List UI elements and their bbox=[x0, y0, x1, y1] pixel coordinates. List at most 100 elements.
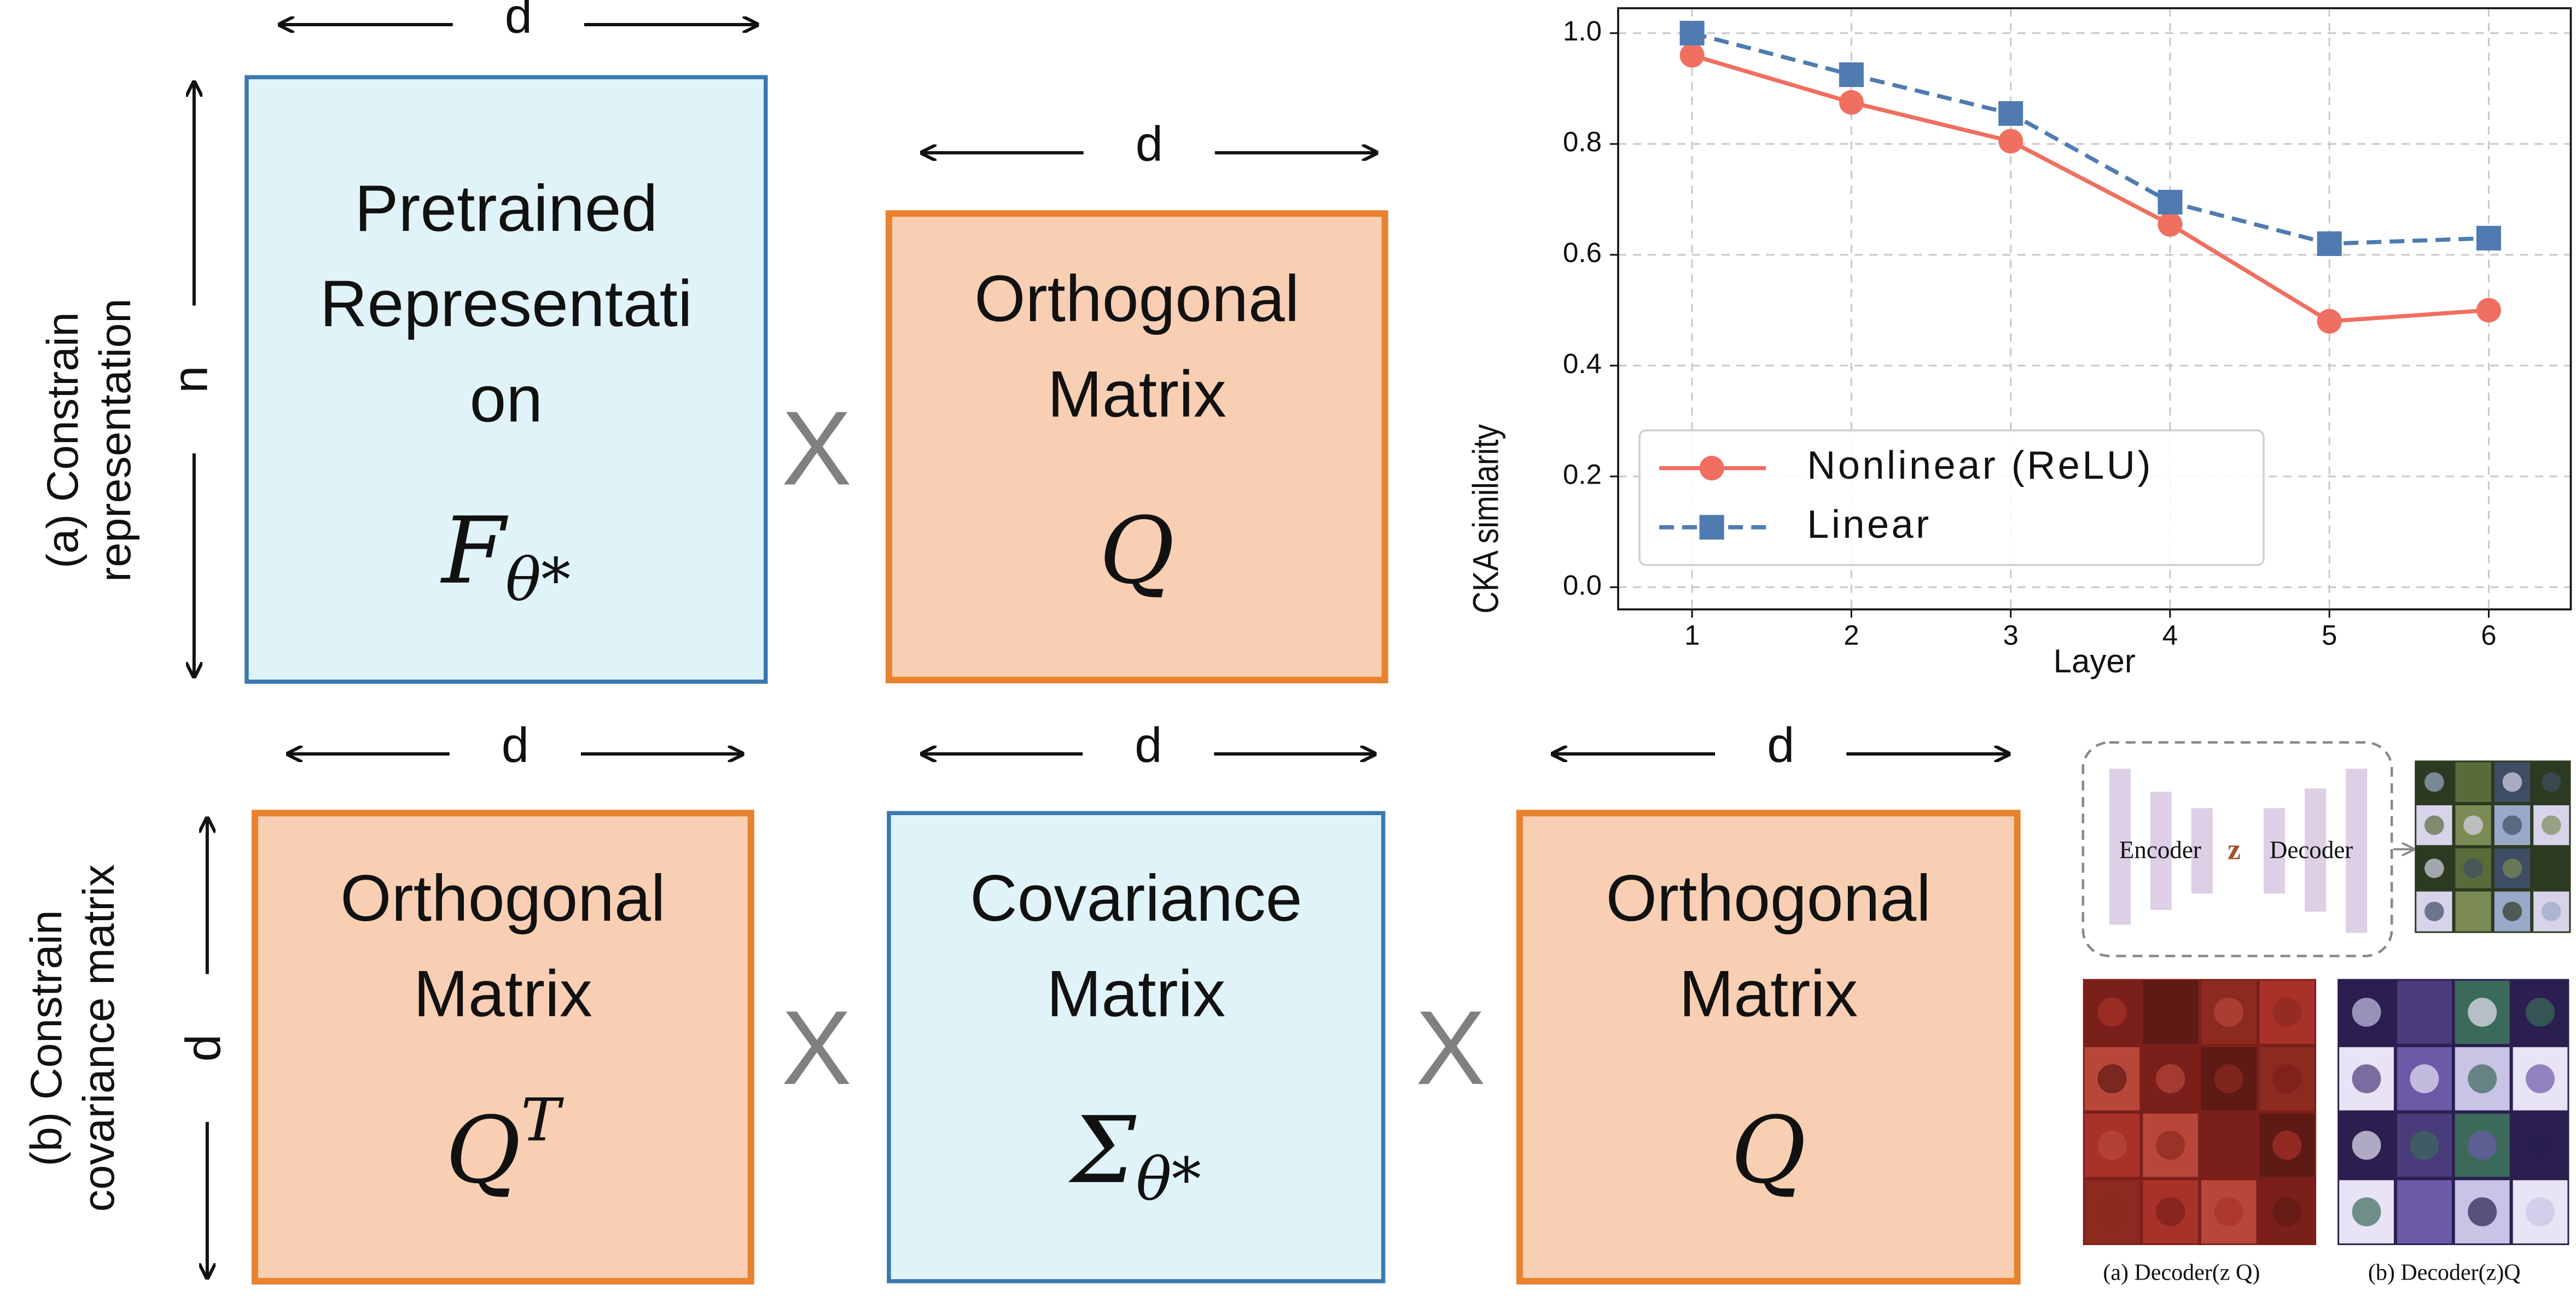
math-symbol: QT bbox=[445, 1086, 564, 1204]
autoencoder-frame bbox=[2081, 741, 2393, 957]
image-detail bbox=[2541, 902, 2561, 921]
symbol: F bbox=[440, 497, 508, 605]
data-point bbox=[2317, 309, 2342, 334]
matrix-box bbox=[1516, 810, 2021, 1285]
matrix-box bbox=[251, 810, 754, 1285]
image-detail bbox=[2502, 902, 2522, 921]
image-detail bbox=[2155, 1197, 2185, 1227]
image-detail bbox=[2410, 1131, 2439, 1160]
data-point bbox=[1998, 101, 2023, 126]
x-axis-label: Layer bbox=[2054, 643, 2136, 679]
image-detail bbox=[2352, 1131, 2381, 1160]
box-text: Matrix bbox=[1048, 357, 1226, 431]
box-text: on bbox=[469, 362, 543, 435]
box-text: Pretrained bbox=[354, 172, 658, 245]
image-caption: (b) Decoder(z)Q bbox=[2368, 1260, 2521, 1286]
dimension-label: d bbox=[1136, 117, 1163, 172]
symbol: Q bbox=[1099, 497, 1174, 605]
image-detail bbox=[2526, 997, 2555, 1027]
data-point bbox=[1839, 90, 1864, 115]
image-detail bbox=[2502, 858, 2522, 879]
image-detail bbox=[2410, 997, 2439, 1027]
network-layer bbox=[2109, 769, 2131, 925]
image-detail bbox=[2272, 1130, 2302, 1160]
image-detail bbox=[2214, 1064, 2243, 1094]
image-detail bbox=[2352, 997, 2381, 1027]
x-tick-label: 6 bbox=[2481, 619, 2496, 650]
image-detail bbox=[2463, 858, 2484, 879]
image-detail bbox=[2155, 1064, 2185, 1094]
symbol: Q bbox=[445, 1097, 521, 1204]
legend-label: Nonlinear (ReLU) bbox=[1807, 444, 2153, 487]
network-layer bbox=[2305, 788, 2327, 912]
image-detail bbox=[2155, 997, 2185, 1027]
network-layer bbox=[2346, 769, 2368, 933]
image-detail bbox=[2526, 1064, 2555, 1094]
image-detail bbox=[2468, 1131, 2497, 1160]
operator: X bbox=[1416, 989, 1486, 1106]
dimension-label: d bbox=[176, 1035, 231, 1062]
series-line bbox=[1691, 53, 2489, 324]
data-point bbox=[1839, 62, 1864, 88]
dimension-label: d bbox=[1135, 718, 1162, 773]
image-detail bbox=[2214, 1197, 2243, 1227]
subscript: θ* bbox=[1136, 1146, 1201, 1214]
math-symbol: Q bbox=[1731, 1097, 1806, 1204]
symbol: Q bbox=[1731, 1097, 1806, 1204]
data-point bbox=[1998, 129, 2023, 154]
legend-marker bbox=[1699, 515, 1724, 540]
y-tick-label: 0.6 bbox=[1563, 237, 1602, 268]
network-layer bbox=[2150, 792, 2172, 910]
box-text: Matrix bbox=[414, 957, 592, 1030]
superscript: T bbox=[521, 1086, 564, 1155]
data-point bbox=[2158, 189, 2183, 215]
dimension-label: n bbox=[163, 366, 218, 393]
decoder-label: Decoder bbox=[2270, 836, 2353, 864]
data-point bbox=[2317, 231, 2342, 256]
data-point bbox=[2158, 212, 2183, 237]
y-tick-label: 0.4 bbox=[1563, 348, 1602, 379]
math-symbol: Q bbox=[1099, 497, 1174, 605]
matrix-box bbox=[245, 75, 768, 684]
dimension-label: d bbox=[502, 718, 529, 773]
image-detail bbox=[2097, 997, 2127, 1027]
image-detail bbox=[2155, 1130, 2185, 1160]
image-detail bbox=[2352, 1064, 2381, 1094]
dimension-label: d bbox=[505, 0, 532, 44]
image-detail bbox=[2526, 1131, 2555, 1160]
panel-label: (b) Constrain bbox=[22, 910, 71, 1166]
image-detail bbox=[2541, 858, 2561, 879]
image-detail bbox=[2424, 815, 2444, 835]
image-detail bbox=[2526, 1197, 2555, 1227]
network-layer bbox=[2264, 808, 2286, 894]
plot-frame bbox=[1617, 7, 2572, 611]
image-detail bbox=[2541, 815, 2561, 835]
y-tick-label: 0.2 bbox=[1563, 458, 1602, 490]
image-caption: (a) Decoder(z Q) bbox=[2103, 1260, 2260, 1286]
math-symbol: Σθ* bbox=[1068, 1097, 1201, 1214]
box-text: Matrix bbox=[1679, 957, 1858, 1030]
latent-label: z bbox=[2228, 833, 2241, 866]
operator: X bbox=[782, 389, 852, 507]
data-point bbox=[1679, 43, 1705, 68]
image-detail bbox=[2463, 902, 2484, 921]
image-detail bbox=[2502, 772, 2522, 792]
operator: X bbox=[782, 989, 852, 1106]
y-axis-label: CKA similarity bbox=[1466, 424, 1505, 614]
image-detail bbox=[2410, 1197, 2439, 1227]
image-detail bbox=[2410, 1064, 2439, 1094]
legend-marker bbox=[1699, 456, 1724, 481]
image-detail bbox=[2468, 997, 2497, 1027]
math-symbol: Fθ* bbox=[440, 497, 571, 614]
image-detail bbox=[2214, 1130, 2243, 1160]
y-tick-label: 0.8 bbox=[1563, 126, 1602, 158]
image-detail bbox=[2214, 997, 2243, 1027]
x-tick-label: 3 bbox=[2003, 619, 2018, 650]
image-detail bbox=[2424, 772, 2444, 792]
image-detail bbox=[2468, 1197, 2497, 1227]
legend-frame bbox=[1638, 429, 2265, 566]
image-detail bbox=[2097, 1130, 2127, 1160]
data-point bbox=[2476, 298, 2501, 323]
x-tick-label: 4 bbox=[2162, 619, 2178, 650]
